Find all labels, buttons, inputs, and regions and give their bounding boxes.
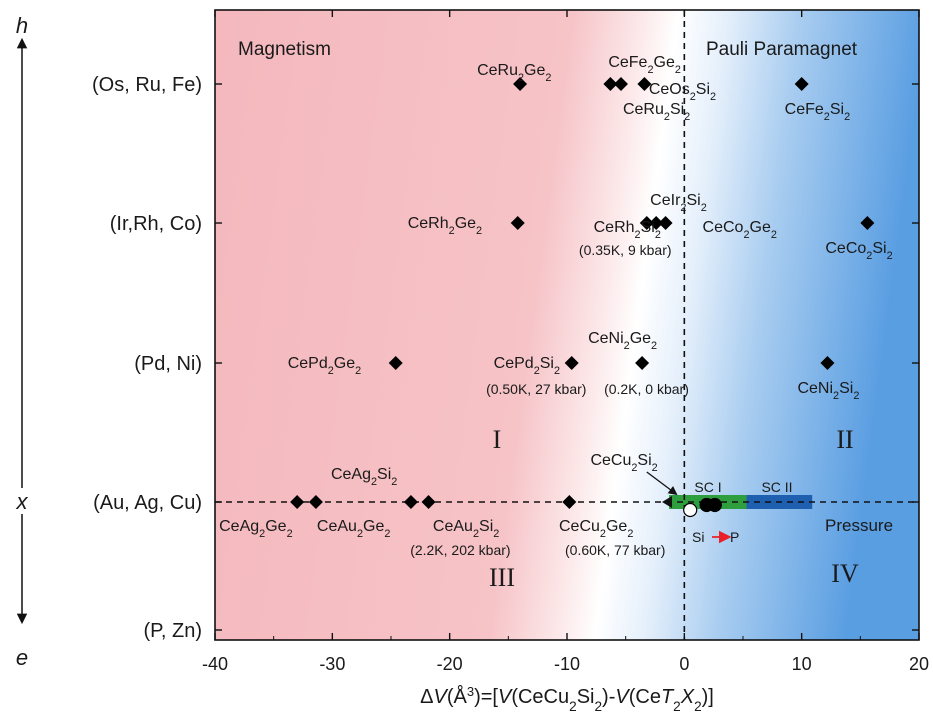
compound-label: CeAg2Ge2 (219, 518, 293, 540)
y-category-label: (Au, Ag, Cu) (93, 492, 202, 514)
sc2-label: SC II (761, 479, 792, 495)
data-point (637, 77, 652, 91)
sc-point (683, 502, 698, 518)
compound-label: CeAg2Si2 (331, 466, 397, 488)
data-point (290, 495, 305, 509)
data-point (635, 356, 650, 370)
compound-label: CeCu2Ge2 (559, 518, 633, 540)
compound-label: CeCo2Ge2 (703, 219, 777, 241)
x-label-bg (12, 488, 32, 514)
x-tick-label: 0 (679, 654, 689, 674)
data-markers (290, 77, 875, 518)
compound-label: CeRu2Ge2 (477, 62, 551, 84)
region-III-label: III (489, 563, 515, 592)
x-tick-label: -30 (319, 654, 345, 674)
plot-background (215, 10, 919, 640)
y-category-label: (Ir,Rh, Co) (110, 213, 202, 235)
x-tick-label: 20 (909, 654, 929, 674)
data-point (649, 216, 664, 230)
compound-label: CeIr2Si2 (650, 192, 707, 214)
data-point (860, 216, 875, 230)
compound-label: CeNi2Ge2 (588, 330, 657, 352)
pauli-paramagnet-label: Pauli Paramagnet (706, 39, 858, 60)
si-label: Si (692, 529, 704, 545)
region-IV-label: IV (831, 559, 859, 588)
data-point (794, 77, 809, 91)
x-tick-label: -20 (437, 654, 463, 674)
compound-label: (0.35K, 9 kbar) (579, 242, 672, 258)
compound-label: CeOs2Si2 (649, 81, 716, 103)
data-point (639, 216, 654, 230)
compound-label: CeCu2Si2 (590, 452, 657, 474)
x-tick-label: -40 (202, 654, 228, 674)
compound-label: CeCo2Si2 (825, 240, 892, 262)
compound-label: (0.60K, 77 kbar) (565, 542, 665, 558)
sc1-label: SC I (694, 479, 721, 495)
data-point (403, 495, 418, 509)
y-category-label: (Os, Ru, Fe) (92, 74, 202, 96)
h-label: h (16, 13, 28, 38)
x-label: x (16, 489, 29, 514)
p-label: P (730, 529, 739, 545)
compound-label: (0.50K, 27 kbar) (486, 381, 586, 397)
data-point (421, 495, 436, 509)
data-point (562, 495, 577, 509)
x-tick-label: -10 (554, 654, 580, 674)
compound-label: (2.2K, 202 kbar) (410, 542, 510, 558)
compound-label: CeRh2Si2 (594, 219, 661, 241)
x-tick-label: 10 (792, 654, 812, 674)
compound-label: CeRh2Ge2 (408, 215, 482, 237)
data-point (308, 495, 323, 509)
pressure-label: Pressure (825, 516, 893, 535)
compound-label: CeFe2Si2 (785, 101, 850, 123)
compound-label: CeRu2Si2 (623, 101, 690, 123)
compound-label: CeAu2Ge2 (317, 518, 391, 540)
data-point (564, 356, 579, 370)
compound-label: CePd2Ge2 (288, 355, 362, 377)
compound-label: CeAu2Si2 (433, 518, 499, 540)
data-point (613, 77, 628, 91)
y-category-label: (P, Zn) (143, 620, 202, 642)
data-point (603, 77, 618, 91)
sc-point (707, 497, 722, 513)
region-I-label: I (493, 425, 502, 454)
axes: -40 -30 -20 -10 0 10 20 (Os, Ru, Fe) (Ir,Rh, Co)… (12, 9, 929, 714)
data-point (658, 216, 673, 230)
data-point (820, 356, 835, 370)
data-point (388, 356, 403, 370)
data-point (510, 216, 525, 230)
compound-label: (0.2K, 0 kbar) (604, 381, 689, 397)
compound-label: CeFe2Ge2 (608, 54, 681, 76)
compound-label: CeNi2Si2 (797, 380, 859, 402)
magnetism-label: Magnetism (238, 39, 331, 60)
x-axis-title: ΔV(Å3)=[V(CeCu2Si2)-V(CeT2X2)] (420, 684, 714, 714)
y-category-label: (Pd, Ni) (134, 353, 202, 375)
cecu2si2-pointer (646, 471, 678, 496)
data-point (513, 77, 528, 91)
e-label: e (16, 645, 28, 670)
compound-label: CePd2Si2 (494, 355, 560, 377)
region-II-label: II (836, 425, 853, 454)
